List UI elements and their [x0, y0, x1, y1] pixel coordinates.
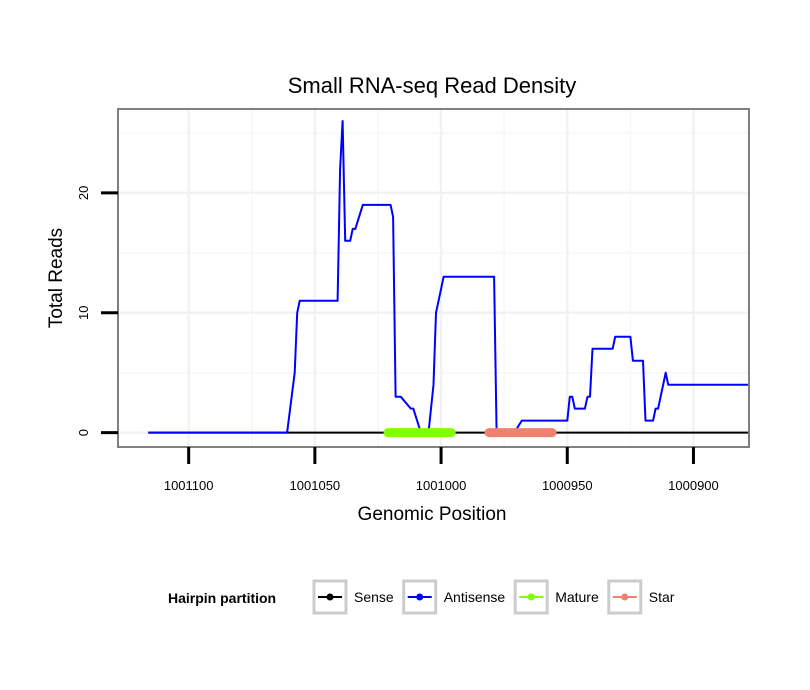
legend-title: Hairpin partition [168, 590, 276, 606]
x-axis: 1001100 1001050 1001000 1000950 1000900 [164, 447, 719, 493]
y-tick-label: 0 [76, 429, 91, 436]
y-tick-label: 20 [76, 186, 91, 200]
legend: Hairpin partition Sense Antisense Mature St… [168, 579, 675, 615]
x-tick-label: 1001000 [416, 478, 467, 493]
x-tick-label: 1000900 [668, 478, 719, 493]
y-axis-title: Total Reads [46, 228, 67, 328]
x-tick-label: 1001100 [164, 478, 214, 493]
legend-label-antisense: Antisense [444, 589, 506, 605]
plot-background [118, 109, 749, 447]
y-axis: 0 10 20 [76, 186, 118, 436]
x-axis-title: Genomic Position [358, 504, 507, 525]
legend-label-star: Star [649, 589, 675, 605]
series-line-antisense [148, 120, 749, 434]
plot-panel [117, 108, 750, 448]
legend-label-mature: Mature [555, 589, 599, 605]
legend-label-sense: Sense [354, 589, 394, 605]
chart-title: Small RNA-seq Read Density [288, 73, 577, 98]
x-tick-label: 1000950 [542, 478, 593, 493]
legend-key-point-star [621, 593, 629, 601]
legend-key-point-sense [326, 593, 334, 601]
y-tick-label: 10 [76, 306, 91, 320]
x-tick-label: 1001050 [290, 478, 341, 493]
legend-key-point-mature [527, 593, 535, 601]
plot-border [117, 108, 750, 448]
legend-key-point-antisense [416, 593, 424, 601]
